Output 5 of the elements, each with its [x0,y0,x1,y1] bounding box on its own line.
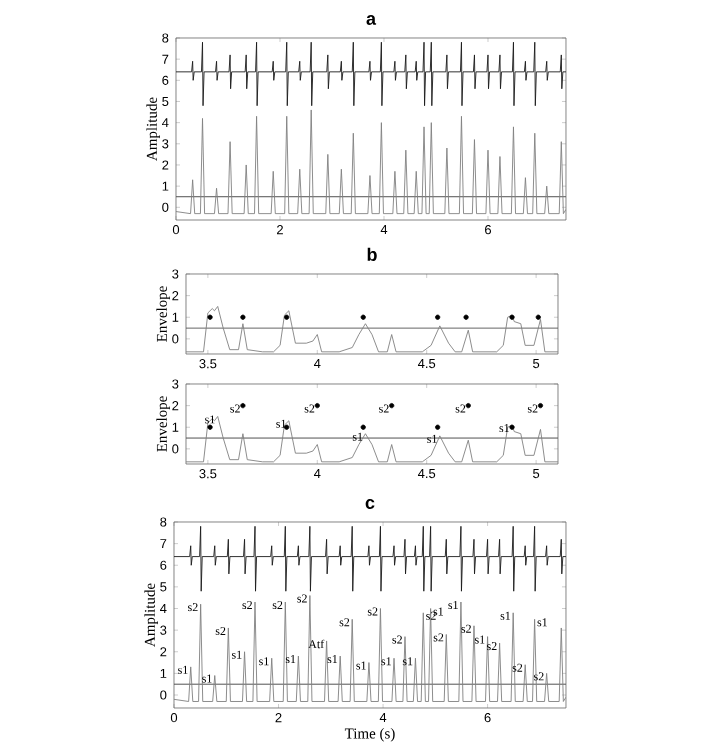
line-series [176,41,566,107]
chart-title: b [367,247,377,261]
chart-title: c [365,499,375,509]
line-series [174,525,566,592]
chart-title: a [366,15,377,25]
